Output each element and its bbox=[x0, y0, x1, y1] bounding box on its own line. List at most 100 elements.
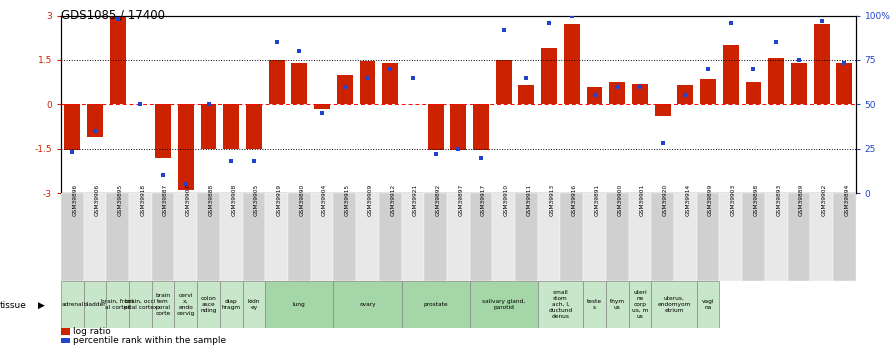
Bar bbox=[836, 63, 852, 104]
Bar bbox=[609, 82, 625, 104]
Point bbox=[452, 146, 466, 151]
Bar bbox=[151, 281, 175, 328]
Text: GSM39894: GSM39894 bbox=[844, 184, 849, 216]
Bar bbox=[65, 104, 81, 150]
Bar bbox=[129, 281, 151, 328]
Bar bbox=[583, 281, 606, 328]
Bar bbox=[379, 193, 401, 281]
Bar bbox=[697, 193, 719, 281]
Bar bbox=[197, 193, 220, 281]
Bar bbox=[810, 193, 833, 281]
Bar bbox=[359, 61, 375, 104]
Text: brain, occi
pital cortex: brain, occi pital cortex bbox=[124, 299, 157, 310]
Point bbox=[678, 93, 693, 98]
Text: GSM39895: GSM39895 bbox=[117, 184, 123, 216]
Text: uterus,
endomyom
etrium: uterus, endomyom etrium bbox=[658, 296, 691, 313]
Text: GSM39907: GSM39907 bbox=[185, 184, 191, 216]
Bar bbox=[333, 193, 356, 281]
Text: GSM39919: GSM39919 bbox=[277, 184, 281, 216]
Bar bbox=[311, 193, 333, 281]
Bar bbox=[109, 16, 125, 104]
Text: kidn
ey: kidn ey bbox=[248, 299, 260, 310]
Text: diap
hragm: diap hragm bbox=[221, 299, 241, 310]
Text: vagi
na: vagi na bbox=[702, 299, 714, 310]
Bar bbox=[674, 193, 697, 281]
Bar bbox=[220, 193, 243, 281]
Point bbox=[202, 101, 216, 107]
Bar bbox=[265, 281, 333, 328]
Bar bbox=[337, 75, 353, 104]
Text: GSM39898: GSM39898 bbox=[754, 184, 759, 216]
Text: GSM39914: GSM39914 bbox=[685, 184, 691, 216]
Bar bbox=[243, 281, 265, 328]
Text: GSM39911: GSM39911 bbox=[527, 184, 531, 216]
Text: log ratio: log ratio bbox=[73, 327, 110, 336]
Point bbox=[769, 39, 783, 45]
Point bbox=[428, 151, 443, 157]
Point bbox=[178, 181, 193, 187]
Text: prostate: prostate bbox=[423, 302, 448, 307]
Bar bbox=[791, 63, 807, 104]
Bar bbox=[745, 82, 762, 104]
Text: GDS1085 / 17400: GDS1085 / 17400 bbox=[61, 9, 165, 22]
Text: GSM39899: GSM39899 bbox=[708, 184, 713, 216]
Point bbox=[588, 93, 602, 98]
Text: GSM39913: GSM39913 bbox=[549, 184, 554, 216]
Text: GSM39904: GSM39904 bbox=[322, 184, 327, 216]
Text: GSM39893: GSM39893 bbox=[776, 184, 781, 216]
Bar bbox=[587, 87, 602, 104]
Bar bbox=[291, 63, 307, 104]
Point bbox=[314, 110, 329, 116]
Point bbox=[406, 75, 420, 80]
Point bbox=[746, 66, 761, 71]
Text: cervi
x,
endo
cervig: cervi x, endo cervig bbox=[177, 293, 195, 316]
Point bbox=[292, 48, 306, 54]
Bar bbox=[541, 48, 557, 104]
Bar bbox=[519, 85, 534, 104]
Text: ovary: ovary bbox=[359, 302, 375, 307]
Text: uteri
ne
corp
us, m
us: uteri ne corp us, m us bbox=[632, 290, 648, 318]
Text: GSM39900: GSM39900 bbox=[617, 184, 622, 216]
Bar bbox=[470, 281, 538, 328]
Bar bbox=[87, 104, 103, 137]
Text: GSM39887: GSM39887 bbox=[163, 184, 168, 216]
Bar bbox=[723, 45, 738, 104]
Point bbox=[792, 57, 806, 63]
Bar bbox=[401, 193, 424, 281]
Text: GSM39908: GSM39908 bbox=[231, 184, 237, 216]
Bar bbox=[697, 281, 719, 328]
Bar bbox=[561, 193, 583, 281]
Bar bbox=[129, 193, 151, 281]
Point bbox=[338, 84, 352, 89]
Bar bbox=[765, 193, 788, 281]
Bar bbox=[629, 193, 651, 281]
Text: teste
s: teste s bbox=[587, 299, 602, 310]
Bar bbox=[583, 193, 606, 281]
Point bbox=[224, 158, 238, 164]
Bar bbox=[447, 193, 470, 281]
Bar bbox=[719, 193, 742, 281]
Text: colon
asce
nding: colon asce nding bbox=[201, 296, 217, 313]
Point bbox=[134, 101, 148, 107]
Bar bbox=[61, 193, 83, 281]
Bar bbox=[314, 104, 330, 109]
Text: GSM39890: GSM39890 bbox=[299, 184, 305, 216]
Bar bbox=[201, 104, 217, 149]
Bar bbox=[632, 83, 648, 104]
Text: GSM39889: GSM39889 bbox=[799, 184, 804, 216]
Text: GSM39918: GSM39918 bbox=[141, 184, 145, 216]
Text: GSM39916: GSM39916 bbox=[572, 184, 577, 216]
Text: GSM39909: GSM39909 bbox=[367, 184, 373, 216]
Text: GSM39910: GSM39910 bbox=[504, 184, 509, 216]
Bar bbox=[651, 281, 697, 328]
Text: brain
tem
poral
corte: brain tem poral corte bbox=[156, 293, 171, 316]
Bar bbox=[223, 104, 239, 149]
Bar bbox=[220, 281, 243, 328]
Text: GSM39905: GSM39905 bbox=[254, 184, 259, 216]
Point bbox=[564, 13, 579, 18]
Bar bbox=[655, 104, 670, 116]
Bar bbox=[651, 193, 674, 281]
Text: brain, front
al cortex: brain, front al cortex bbox=[101, 299, 134, 310]
Bar bbox=[768, 58, 784, 104]
Bar bbox=[606, 193, 629, 281]
